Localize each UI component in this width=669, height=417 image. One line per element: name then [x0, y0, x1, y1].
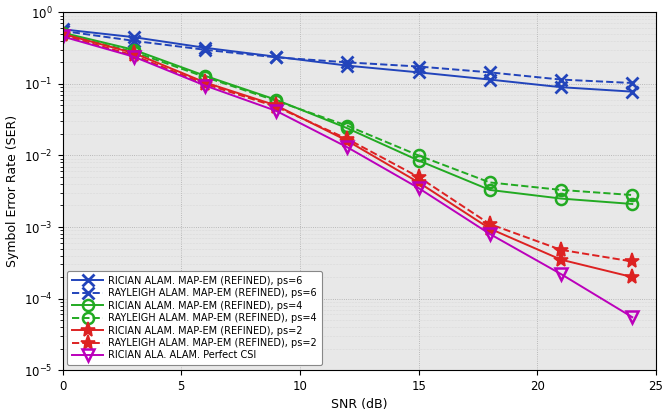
RICIAN ALAM. MAP-EM (REFINED), ps=2: [130, 50, 138, 55]
RICIAN ALAM. MAP-EM (REFINED), ps=4: [343, 126, 351, 131]
RICIAN ALAM. MAP-EM (REFINED), ps=4: [486, 187, 494, 192]
RICIAN ALA. ALAM. Perfect CSI: [201, 83, 209, 88]
RICIAN ALAM. MAP-EM (REFINED), ps=6: [486, 77, 494, 82]
RAYLEIGH ALAM. MAP-EM (REFINED), ps=4: [201, 75, 209, 80]
RAYLEIGH ALAM. MAP-EM (REFINED), ps=4: [59, 31, 67, 36]
RICIAN ALAM. MAP-EM (REFINED), ps=2: [272, 103, 280, 108]
RAYLEIGH ALAM. MAP-EM (REFINED), ps=6: [343, 60, 351, 65]
RAYLEIGH ALAM. MAP-EM (REFINED), ps=4: [628, 193, 636, 198]
RICIAN ALAM. MAP-EM (REFINED), ps=4: [59, 30, 67, 35]
RAYLEIGH ALAM. MAP-EM (REFINED), ps=4: [557, 187, 565, 192]
RICIAN ALA. ALAM. Perfect CSI: [628, 315, 636, 320]
RAYLEIGH ALAM. MAP-EM (REFINED), ps=2: [272, 104, 280, 109]
RICIAN ALAM. MAP-EM (REFINED), ps=2: [557, 257, 565, 262]
RAYLEIGH ALAM. MAP-EM (REFINED), ps=4: [415, 153, 423, 158]
RAYLEIGH ALAM. MAP-EM (REFINED), ps=2: [628, 259, 636, 264]
RICIAN ALAM. MAP-EM (REFINED), ps=4: [272, 97, 280, 102]
RICIAN ALAM. MAP-EM (REFINED), ps=6: [415, 70, 423, 75]
Line: RAYLEIGH ALAM. MAP-EM (REFINED), ps=4: RAYLEIGH ALAM. MAP-EM (REFINED), ps=4: [57, 28, 638, 201]
RAYLEIGH ALAM. MAP-EM (REFINED), ps=6: [415, 64, 423, 69]
RICIAN ALAM. MAP-EM (REFINED), ps=4: [201, 73, 209, 78]
RICIAN ALA. ALAM. Perfect CSI: [130, 54, 138, 59]
Line: RICIAN ALAM. MAP-EM (REFINED), ps=2: RICIAN ALAM. MAP-EM (REFINED), ps=2: [55, 26, 640, 285]
RICIAN ALAM. MAP-EM (REFINED), ps=2: [59, 31, 67, 36]
RAYLEIGH ALAM. MAP-EM (REFINED), ps=6: [557, 77, 565, 82]
RICIAN ALAM. MAP-EM (REFINED), ps=4: [557, 196, 565, 201]
RAYLEIGH ALAM. MAP-EM (REFINED), ps=6: [628, 80, 636, 85]
RICIAN ALAM. MAP-EM (REFINED), ps=6: [557, 85, 565, 90]
RICIAN ALA. ALAM. Perfect CSI: [415, 186, 423, 191]
Line: RICIAN ALAM. MAP-EM (REFINED), ps=4: RICIAN ALAM. MAP-EM (REFINED), ps=4: [57, 27, 638, 209]
RAYLEIGH ALAM. MAP-EM (REFINED), ps=4: [272, 98, 280, 103]
RAYLEIGH ALAM. MAP-EM (REFINED), ps=4: [130, 50, 138, 55]
Line: RICIAN ALA. ALAM. Perfect CSI: RICIAN ALA. ALAM. Perfect CSI: [56, 30, 638, 324]
RICIAN ALAM. MAP-EM (REFINED), ps=2: [628, 274, 636, 279]
RICIAN ALA. ALAM. Perfect CSI: [272, 108, 280, 113]
Y-axis label: Symbol Error Rate (SER): Symbol Error Rate (SER): [5, 115, 19, 267]
RAYLEIGH ALAM. MAP-EM (REFINED), ps=6: [59, 28, 67, 33]
RICIAN ALAM. MAP-EM (REFINED), ps=6: [272, 54, 280, 59]
RAYLEIGH ALAM. MAP-EM (REFINED), ps=2: [201, 81, 209, 86]
Line: RICIAN ALAM. MAP-EM (REFINED), ps=6: RICIAN ALAM. MAP-EM (REFINED), ps=6: [56, 23, 638, 98]
RICIAN ALAM. MAP-EM (REFINED), ps=6: [59, 27, 67, 32]
RICIAN ALAM. MAP-EM (REFINED), ps=2: [201, 80, 209, 85]
RICIAN ALAM. MAP-EM (REFINED), ps=4: [130, 47, 138, 52]
RICIAN ALA. ALAM. Perfect CSI: [343, 145, 351, 150]
RICIAN ALAM. MAP-EM (REFINED), ps=4: [628, 201, 636, 206]
RAYLEIGH ALAM. MAP-EM (REFINED), ps=6: [272, 55, 280, 60]
RAYLEIGH ALAM. MAP-EM (REFINED), ps=6: [486, 70, 494, 75]
RICIAN ALA. ALAM. Perfect CSI: [486, 231, 494, 236]
RICIAN ALAM. MAP-EM (REFINED), ps=6: [628, 89, 636, 94]
RICIAN ALA. ALAM. Perfect CSI: [557, 271, 565, 276]
X-axis label: SNR (dB): SNR (dB): [331, 399, 387, 412]
Line: RAYLEIGH ALAM. MAP-EM (REFINED), ps=2: RAYLEIGH ALAM. MAP-EM (REFINED), ps=2: [55, 28, 640, 269]
RAYLEIGH ALAM. MAP-EM (REFINED), ps=6: [130, 38, 138, 43]
RAYLEIGH ALAM. MAP-EM (REFINED), ps=6: [201, 47, 209, 52]
RICIAN ALAM. MAP-EM (REFINED), ps=4: [415, 158, 423, 163]
RAYLEIGH ALAM. MAP-EM (REFINED), ps=4: [343, 123, 351, 128]
RAYLEIGH ALAM. MAP-EM (REFINED), ps=2: [59, 33, 67, 38]
RAYLEIGH ALAM. MAP-EM (REFINED), ps=2: [486, 221, 494, 226]
RAYLEIGH ALAM. MAP-EM (REFINED), ps=2: [415, 175, 423, 180]
RAYLEIGH ALAM. MAP-EM (REFINED), ps=2: [557, 247, 565, 252]
RAYLEIGH ALAM. MAP-EM (REFINED), ps=2: [130, 53, 138, 58]
RICIAN ALAM. MAP-EM (REFINED), ps=2: [343, 138, 351, 143]
RAYLEIGH ALAM. MAP-EM (REFINED), ps=2: [343, 136, 351, 141]
RICIAN ALAM. MAP-EM (REFINED), ps=6: [343, 63, 351, 68]
Legend: RICIAN ALAM. MAP-EM (REFINED), ps=6, RAYLEIGH ALAM. MAP-EM (REFINED), ps=6, RICI: RICIAN ALAM. MAP-EM (REFINED), ps=6, RAY…: [68, 271, 322, 365]
Line: RAYLEIGH ALAM. MAP-EM (REFINED), ps=6: RAYLEIGH ALAM. MAP-EM (REFINED), ps=6: [56, 25, 638, 89]
RICIAN ALAM. MAP-EM (REFINED), ps=2: [486, 226, 494, 231]
RICIAN ALAM. MAP-EM (REFINED), ps=6: [130, 35, 138, 40]
RAYLEIGH ALAM. MAP-EM (REFINED), ps=4: [486, 180, 494, 185]
RICIAN ALAM. MAP-EM (REFINED), ps=6: [201, 45, 209, 50]
RICIAN ALAM. MAP-EM (REFINED), ps=2: [415, 180, 423, 185]
RICIAN ALA. ALAM. Perfect CSI: [59, 34, 67, 39]
